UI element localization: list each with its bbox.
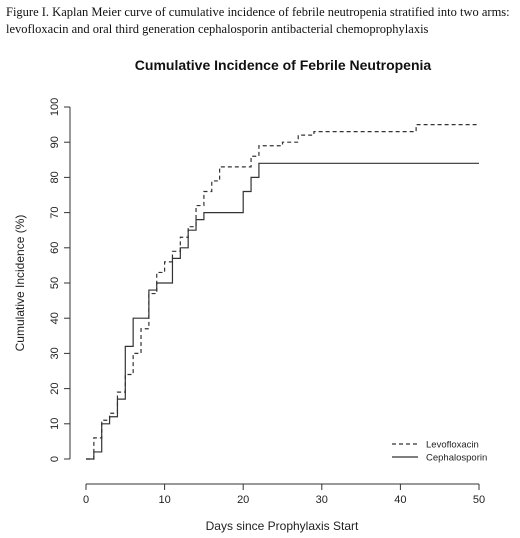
y-tick-label: 80	[49, 171, 61, 183]
series-line-cephalosporin	[86, 162, 479, 460]
y-tick-label: 70	[49, 206, 61, 218]
figure-caption: Figure I. Kaplan Meier curve of cumulati…	[6, 5, 510, 36]
x-tick-label: 30	[316, 494, 328, 506]
y-tick-label: 30	[49, 347, 61, 359]
chart-legend: Levofloxacin Cephalosporin	[392, 440, 487, 464]
x-tick-label: 10	[158, 494, 170, 506]
chart-title: Cumulative Incidence of Febrile Neutrope…	[135, 57, 432, 73]
y-tick-label: 40	[49, 312, 61, 324]
x-tick-label: 0	[83, 494, 89, 506]
chart-axes: 0 10 20 30 40 50 0 10 20 30 40 50 60 70 80 90 100	[49, 98, 485, 506]
y-axis-label: Cumulative Incidence (%)	[13, 215, 27, 352]
plot-area	[86, 124, 479, 460]
x-axis-label: Days since Prophylaxis Start	[206, 519, 359, 533]
x-tick-label: 40	[394, 494, 406, 506]
y-tick-label: 90	[49, 136, 61, 148]
y-tick-label: 60	[49, 242, 61, 254]
x-tick-label: 20	[237, 494, 249, 506]
y-tick-label: 10	[49, 418, 61, 430]
y-tick-label: 0	[49, 456, 61, 462]
y-tick-label: 50	[49, 277, 61, 289]
legend-label-cephalosporin: Cephalosporin	[426, 453, 487, 464]
y-tick-label: 20	[49, 382, 61, 394]
legend-label-levofloxacin: Levofloxacin	[426, 440, 479, 451]
y-tick-label: 100	[49, 98, 61, 116]
series-line-levofloxacin	[86, 124, 479, 460]
x-tick-label: 50	[473, 494, 485, 506]
